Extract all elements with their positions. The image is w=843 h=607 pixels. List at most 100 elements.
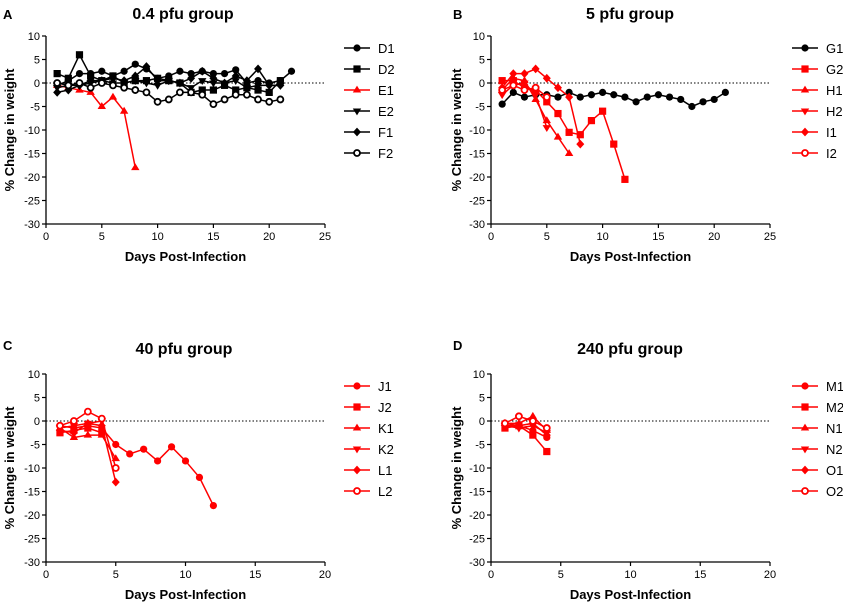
data-point-j1 — [112, 440, 120, 449]
series-line-e1 — [57, 84, 137, 168]
legend-marker-e1 — [352, 85, 362, 93]
data-point-f2 — [109, 81, 117, 90]
legend-item-o1: O1 — [792, 463, 843, 478]
legend-item-n1: N1 — [792, 421, 843, 436]
data-point-f1 — [53, 88, 62, 97]
data-point-e2 — [131, 78, 140, 86]
data-point-e1 — [108, 92, 118, 100]
legend-label-e1: E1 — [378, 83, 394, 98]
legend-marker-g2 — [801, 65, 809, 73]
data-point-f2 — [75, 79, 84, 87]
legend-marker-h2 — [800, 108, 810, 116]
y-tick-label: 0 — [479, 416, 485, 428]
series-line-o1 — [504, 422, 548, 436]
x-tick-label: 0 — [488, 231, 494, 243]
data-point-h2 — [520, 80, 529, 88]
data-point-o1 — [514, 421, 523, 431]
legend-label-n2: N2 — [826, 442, 843, 457]
legend-label-o2: O2 — [826, 484, 843, 499]
y-tick-label: -25 — [24, 534, 40, 546]
y-axis-label: % Change in weight — [2, 68, 17, 191]
data-point-h2 — [542, 125, 551, 133]
data-point-d2 — [265, 88, 273, 96]
legend-item-d1: D1 — [344, 41, 395, 56]
x-axis-label: Days Post-Infection — [125, 249, 246, 264]
x-tick-label: 15 — [652, 231, 664, 243]
data-point-e1 — [119, 106, 129, 114]
data-point-f1 — [276, 80, 285, 90]
data-point-g1 — [710, 95, 718, 104]
legend-marker-j2 — [353, 403, 361, 411]
y-tick-label: -20 — [469, 172, 485, 184]
legend-marker-g1 — [801, 44, 809, 52]
data-point-g2 — [587, 117, 596, 125]
y-tick-label: 5 — [479, 55, 485, 67]
data-point-g1 — [576, 93, 584, 101]
data-point-f2 — [209, 100, 218, 109]
legend-item-e2: E2 — [344, 104, 394, 119]
series-line-d1 — [56, 63, 293, 87]
data-point-d1 — [176, 67, 184, 75]
legend-label-j2: J2 — [378, 400, 392, 415]
legend-marker-f1 — [353, 127, 361, 137]
data-point-f1 — [64, 85, 73, 95]
data-point-i1 — [520, 69, 529, 78]
series-line-n1 — [504, 415, 548, 431]
legend-item-j1: J1 — [344, 379, 392, 394]
legend-label-k2: K2 — [378, 442, 394, 457]
data-point-g1 — [587, 91, 596, 99]
data-point-o2 — [501, 419, 509, 428]
y-tick-label: -30 — [24, 219, 40, 231]
x-tick-label: 15 — [249, 569, 261, 581]
y-axis-label: % Change in weight — [2, 406, 17, 529]
data-point-f2 — [53, 79, 62, 87]
y-tick-label: 0 — [34, 78, 40, 90]
data-point-i1 — [565, 92, 574, 102]
legend-marker-o2 — [801, 487, 809, 495]
series-l2 — [56, 407, 120, 472]
data-point-l1 — [83, 418, 92, 428]
series-i2 — [498, 81, 551, 101]
y-tick-label: -25 — [24, 196, 40, 208]
data-point-g2 — [543, 98, 551, 106]
data-point-f2 — [187, 88, 195, 97]
data-point-f1 — [242, 76, 251, 86]
data-point-o2 — [542, 424, 551, 432]
legend-item-m1: M1 — [792, 379, 843, 394]
data-point-i1 — [542, 73, 551, 83]
legend-label-i2: I2 — [826, 146, 837, 161]
legend-marker-m1 — [801, 382, 809, 390]
y-tick-label: -20 — [24, 172, 40, 184]
data-point-i2 — [531, 83, 540, 92]
data-point-d2 — [64, 74, 72, 82]
data-point-g1 — [565, 88, 573, 96]
legend-label-n1: N1 — [826, 421, 843, 436]
data-point-i1 — [509, 69, 518, 78]
data-point-e2 — [198, 78, 207, 86]
data-point-h2 — [497, 92, 507, 100]
x-tick-label: 20 — [764, 569, 776, 581]
x-tick-label: 5 — [99, 231, 105, 243]
legend-marker-n2 — [800, 446, 810, 454]
legend-label-g2: G2 — [826, 62, 843, 77]
legend-marker-l2 — [353, 487, 361, 495]
series-line-m1 — [504, 424, 548, 439]
panel-letter-d: D — [453, 338, 462, 353]
data-point-l2 — [83, 407, 92, 416]
data-point-g1 — [610, 91, 618, 99]
data-point-g1 — [498, 100, 506, 108]
y-axis-label: % Change in weight — [449, 68, 464, 191]
data-point-f1 — [131, 71, 140, 81]
data-point-d1 — [254, 77, 262, 85]
x-tick-label: 0 — [43, 231, 49, 243]
data-point-g1 — [554, 93, 562, 101]
data-point-e2 — [153, 82, 162, 90]
data-point-i2 — [498, 86, 507, 94]
data-point-g1 — [721, 88, 729, 96]
y-tick-label: -30 — [469, 557, 485, 569]
legend-item-h1: H1 — [792, 83, 843, 98]
y-tick-label: -10 — [24, 463, 40, 475]
data-point-j1 — [126, 450, 134, 458]
data-point-f1 — [164, 76, 173, 86]
series-line-j1 — [59, 424, 215, 506]
